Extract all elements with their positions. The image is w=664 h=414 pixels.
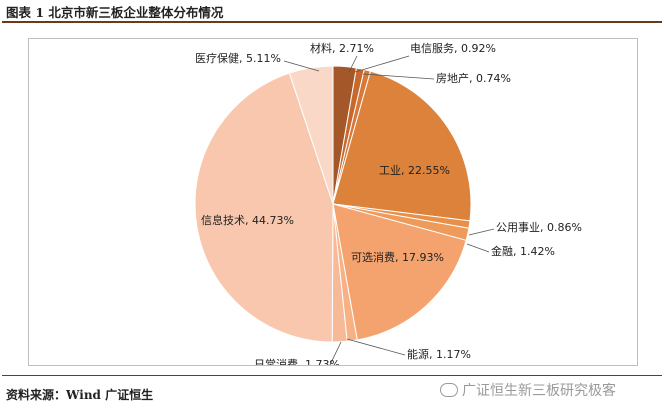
pie-slice-信息技术 xyxy=(194,72,334,343)
leader-line xyxy=(466,243,490,253)
top-rule xyxy=(2,21,662,23)
pie-slice-可选消费 xyxy=(332,203,467,341)
figure-title: 图表 1 北京市新三板企业整体分布情况 xyxy=(6,5,224,20)
data-label: 医疗保健, 5.11% xyxy=(195,51,281,65)
leader-line xyxy=(283,60,320,72)
pie-chart: 材料, 2.71% 电信服务, 0.92% 房地产, 0.74% 工业, 22.55%… xyxy=(194,41,582,365)
data-label: 公用事业, 0.86% xyxy=(496,221,582,234)
source-note: 资料来源：Wind 广证恒生 xyxy=(6,388,154,402)
leader-line xyxy=(348,55,358,73)
leader-line xyxy=(329,341,342,365)
leader-line xyxy=(354,55,410,73)
data-label: 日常消费, 1.73% xyxy=(254,357,340,365)
data-label: 电信服务, 0.92% xyxy=(410,42,496,55)
data-label: 金融, 1.42% xyxy=(491,244,555,258)
data-label: 可选消费, 17.93% xyxy=(351,250,444,264)
bottom-rule xyxy=(2,375,662,376)
pie-slice-工业 xyxy=(332,70,472,222)
leader-line xyxy=(362,73,435,80)
data-label: 工业, 22.55% xyxy=(379,164,450,177)
data-label: 能源, 1.17% xyxy=(407,347,471,361)
watermark: 广证恒生新三板研究极客 xyxy=(440,380,616,400)
watermark-text: 广证恒生新三板研究极客 xyxy=(462,383,616,399)
leader-line xyxy=(346,338,406,356)
data-label: 信息技术, 44.73% xyxy=(201,213,294,227)
data-label: 材料, 2.71% xyxy=(310,41,374,55)
wechat-icon xyxy=(440,383,458,397)
pie-slice-医疗保健 xyxy=(288,65,334,205)
leader-line xyxy=(468,228,495,236)
data-label: 房地产, 0.74% xyxy=(436,71,511,85)
chart-frame: 材料, 2.71% 电信服务, 0.92% 房地产, 0.74% 工业, 22.55%… xyxy=(28,38,638,366)
